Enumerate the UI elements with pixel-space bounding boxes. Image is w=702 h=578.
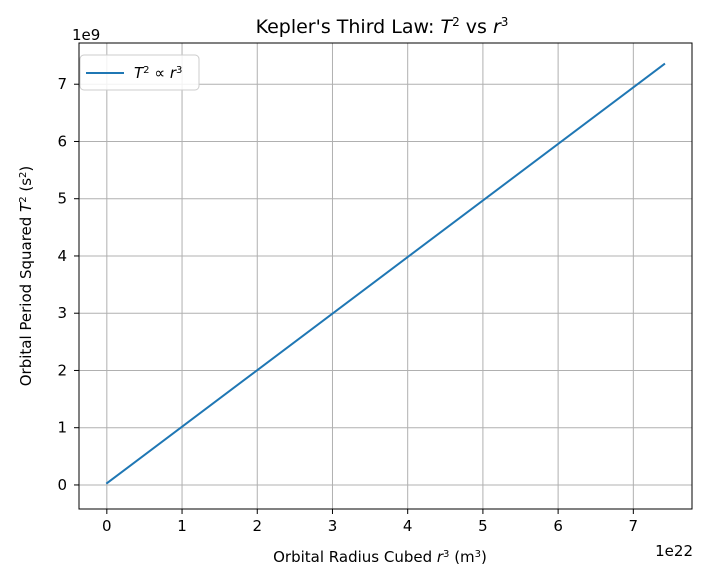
y-tick-label: 7 <box>57 75 67 93</box>
x-tick-label: 2 <box>252 517 262 535</box>
x-tick-label: 7 <box>629 517 639 535</box>
y-tick-label: 1 <box>57 419 67 437</box>
x-tick-label: 5 <box>478 517 488 535</box>
x-axis-ticks: 0 1 2 3 4 5 6 7 <box>102 509 638 535</box>
series-layer <box>105 62 666 485</box>
legend-box <box>79 54 200 91</box>
x-tick-label: 3 <box>328 517 338 535</box>
y-tick-label: 0 <box>57 476 67 494</box>
x-tick-label: 4 <box>403 517 413 535</box>
x-tick-label: 0 <box>102 517 112 535</box>
series-line-0 <box>105 62 666 485</box>
y-tick-label: 5 <box>57 190 67 208</box>
y-axis-label: Orbital Period Squared T2 (s2) <box>17 166 35 387</box>
y-tick-label: 3 <box>57 304 67 322</box>
y-offset-label: 1e9 <box>72 26 100 44</box>
legend: T2 ∝ r3 <box>79 54 200 91</box>
y-axis-ticks: 0 1 2 3 4 5 6 7 <box>57 75 79 494</box>
y-tick-label: 2 <box>57 361 67 379</box>
chart-title: Kepler's Third Law: T2 vs r3 <box>256 15 509 38</box>
x-tick-label: 1 <box>177 517 187 535</box>
y-tick-label: 6 <box>57 132 67 150</box>
grid-lines <box>79 43 692 509</box>
plot-area: 0 1 2 3 4 5 6 7 0 1 2 3 4 5 6 7 <box>57 42 693 535</box>
x-tick-label: 6 <box>553 517 563 535</box>
y-tick-label: 4 <box>57 247 67 265</box>
x-axis-label: Orbital Radius Cubed r3 (m3) <box>273 548 487 566</box>
legend-label: T2 ∝ r3 <box>134 64 182 82</box>
x-offset-label: 1e22 <box>655 542 693 560</box>
axes-frame <box>78 42 693 510</box>
